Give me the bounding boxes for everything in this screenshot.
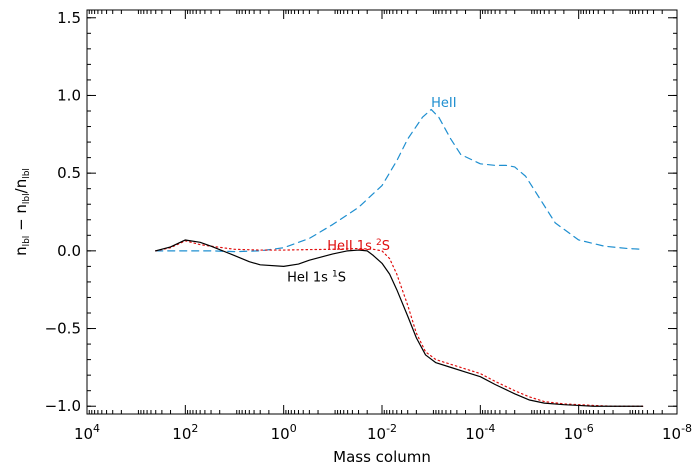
y-tick-label: −0.5 [45, 320, 81, 338]
y-label-sub-1: lbl [22, 236, 32, 247]
x-tick-exponent: -2 [386, 422, 397, 435]
x-tick-mantissa: 10 [662, 425, 681, 443]
x-tick-exponent: 0 [290, 422, 297, 435]
y-label-slash: /n [12, 179, 30, 194]
annotation-sup: 2 [376, 238, 382, 248]
x-tick-label: 102 [172, 422, 198, 443]
annotation-end: S [338, 270, 346, 285]
y-tick-label: −1.0 [45, 397, 81, 415]
series-layer [155, 108, 644, 407]
x-axis: 104 102 100 10-2 10-4 10-6 10-8 [74, 10, 692, 443]
x-tick-mantissa: 10 [564, 425, 583, 443]
x-tick-label: 10-8 [662, 422, 692, 443]
annotation-2: HeI 1s 1S [287, 269, 346, 285]
y-tick-label: 0.0 [57, 242, 81, 260]
annotation-1: HeII 1s 2S [327, 238, 390, 254]
x-tick-label: 10-2 [367, 422, 397, 443]
annotation-end: S [382, 239, 390, 254]
series-line-1 [155, 240, 644, 407]
x-tick-exponent: 4 [93, 422, 100, 435]
annotation-main: HeI 1s [287, 270, 332, 285]
x-tick-label: 104 [74, 422, 100, 443]
plot-frame [86, 9, 678, 415]
x-tick-label: 10-4 [465, 422, 495, 443]
annotation-main: HeII 1s [327, 239, 376, 254]
x-tick-mantissa: 10 [271, 425, 290, 443]
x-tick-exponent: -8 [681, 422, 692, 435]
x-tick-exponent: -4 [484, 422, 495, 435]
y-tick-label: 1.5 [57, 9, 81, 27]
annotation-sup: 1 [332, 269, 338, 279]
x-tick-label: 100 [271, 422, 297, 443]
x-tick-label: 10-6 [564, 422, 594, 443]
y-axis: −1.0 −0.5 0.0 0.5 1.0 1.5 [45, 9, 677, 415]
x-tick-mantissa: 10 [367, 425, 386, 443]
y-label-sub-3: lbl [22, 168, 32, 179]
x-tick-exponent: 2 [191, 422, 198, 435]
x-tick-mantissa: 10 [74, 425, 93, 443]
y-label-base-1: n [12, 246, 30, 256]
annotation-0: HeII [431, 96, 456, 111]
x-axis-label: Mass column [333, 448, 431, 466]
y-label-mid: − n [12, 204, 30, 236]
y-axis-label: nlbl − nlbl/nlbl [12, 168, 32, 256]
x-tick-mantissa: 10 [172, 425, 191, 443]
series-line-0 [155, 108, 644, 253]
x-tick-exponent: -6 [583, 422, 594, 435]
x-tick-mantissa: 10 [465, 425, 484, 443]
y-tick-label: 1.0 [57, 86, 81, 104]
series-line-2 [155, 239, 644, 407]
y-label-sub-2: lbl [22, 193, 32, 204]
y-tick-label: 0.5 [57, 164, 81, 182]
